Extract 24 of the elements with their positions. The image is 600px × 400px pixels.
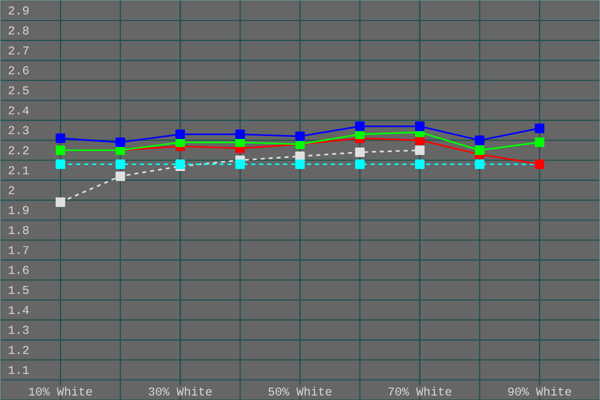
y-tick-label: 2.7 — [8, 46, 28, 54]
y-tick-label: 2.1 — [8, 166, 29, 174]
y-tick-label: 2.5 — [8, 86, 29, 94]
x-tick-label: 70% White — [388, 386, 452, 396]
x-tick-label: 10% White — [29, 386, 92, 396]
x-tick-label: 50% White — [268, 386, 332, 396]
y-tick-label: 1.1 — [8, 366, 29, 374]
y-tick-label: 2 — [8, 186, 14, 194]
y-tick-label: 1.9 — [8, 206, 29, 214]
y-tick-label: 1.5 — [8, 286, 29, 294]
y-tick-label: 2.8 — [8, 26, 29, 34]
y-tick-label: 1.7 — [8, 246, 28, 254]
y-tick-label: 2.3 — [8, 126, 29, 134]
x-tick-label: 90% White — [508, 386, 572, 396]
y-tick-label: 2.9 — [8, 6, 29, 14]
y-tick-label: 2.6 — [8, 66, 29, 74]
y-tick-label: 2.4 — [8, 106, 29, 114]
y-tick-label: 1.4 — [8, 306, 29, 314]
y-tick-label: 1.3 — [8, 326, 29, 334]
y-tick-label: 1.8 — [8, 226, 29, 234]
x-tick-label: 30% White — [148, 386, 212, 396]
y-tick-label: 1.6 — [8, 266, 29, 274]
y-tick-label: 2.2 — [8, 146, 29, 154]
y-tick-label: 1.2 — [8, 346, 29, 354]
